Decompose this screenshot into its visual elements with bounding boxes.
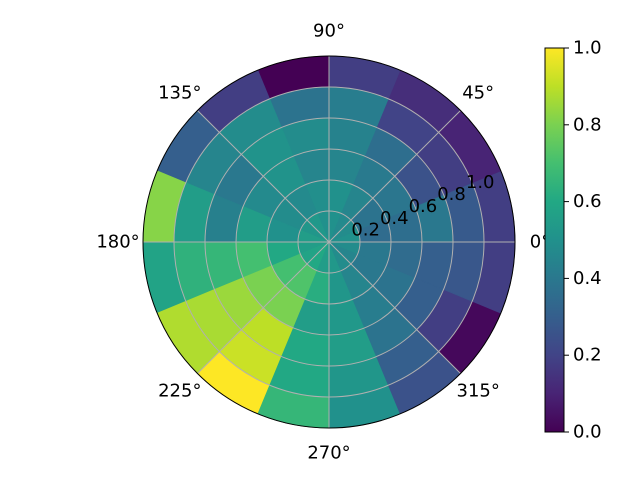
theta-grid-line-5: [197, 241, 330, 374]
theta-tick-label-5: 225°: [158, 381, 201, 402]
colorbar-tick-label-1: 0.2: [573, 345, 602, 366]
colorbar-frame: [544, 47, 565, 433]
theta-grid-line-1: [328, 110, 461, 243]
theta-grid-line-3: [197, 110, 330, 243]
polar-outer-frame: [142, 55, 516, 429]
theta-tick-label-3: 135°: [158, 82, 201, 103]
polar-grid: [143, 56, 515, 428]
colorbar-ticks: 0.0 0.2 0.4 0.6 0.8 1.0: [564, 38, 602, 443]
theta-tick-label-2: 90°: [313, 21, 345, 42]
theta-tick-label-4: 180°: [96, 232, 139, 253]
radial-tick-label-1: 0.4: [380, 208, 409, 229]
theta-tick-label-7: 315°: [457, 381, 500, 402]
colorbar-tick-label-3: 0.6: [573, 191, 602, 212]
colorbar: 0.0 0.2 0.4 0.6 0.8 1.0: [544, 38, 602, 443]
radial-tick-label-3: 0.8: [437, 184, 466, 205]
theta-grid-line-7: [328, 241, 461, 374]
radial-tick-labels: 0.20.40.60.81.0: [351, 172, 494, 240]
theta-tick-label-6: 270°: [307, 443, 350, 464]
colorbar-tick-label-0: 0.0: [573, 422, 602, 443]
colorbar-gradient: [545, 48, 564, 432]
theta-tick-labels: 0°45°90°135°180°225°270°315°: [96, 21, 550, 464]
radial-tick-label-0: 0.2: [351, 220, 380, 241]
colorbar-tick-label-2: 0.4: [573, 268, 602, 289]
theta-tick-label-1: 45°: [462, 82, 494, 103]
colorbar-tick-label-4: 0.8: [573, 114, 602, 135]
polar-cells: [142, 55, 516, 429]
radial-tick-label-4: 1.0: [466, 172, 495, 193]
colorbar-tick-label-5: 1.0: [573, 38, 602, 59]
radial-tick-label-2: 0.6: [409, 196, 438, 217]
